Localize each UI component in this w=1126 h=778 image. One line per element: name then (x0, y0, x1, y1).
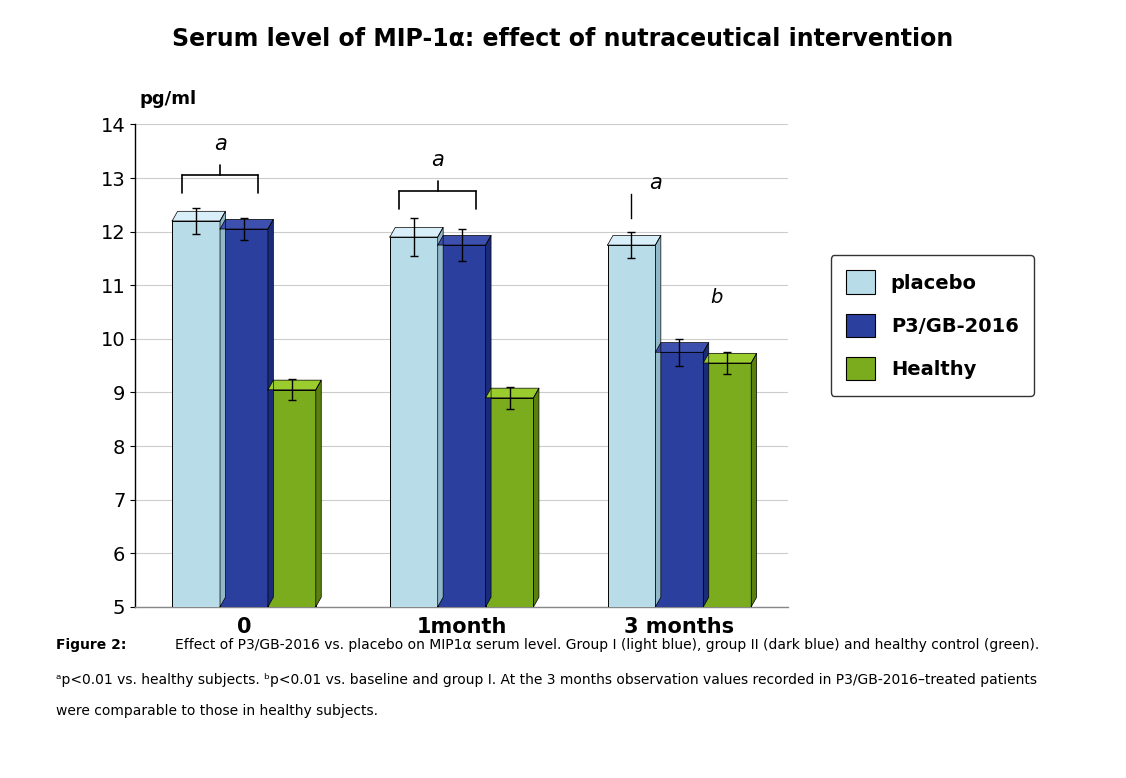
Text: pg/ml: pg/ml (140, 90, 197, 108)
Bar (172, 221, 220, 607)
Bar (485, 398, 534, 607)
Polygon shape (268, 219, 274, 607)
Polygon shape (438, 236, 491, 245)
Polygon shape (438, 227, 444, 607)
Bar (655, 352, 704, 607)
Polygon shape (220, 212, 225, 607)
Polygon shape (655, 236, 661, 607)
Bar (438, 245, 485, 607)
Text: ᵃp<0.01 vs. healthy subjects. ᵇp<0.01 vs. baseline and group I. At the 3 months : ᵃp<0.01 vs. healthy subjects. ᵇp<0.01 vs… (56, 673, 1037, 687)
Bar (268, 390, 315, 607)
Polygon shape (704, 342, 708, 607)
Polygon shape (220, 219, 274, 229)
Text: Effect of P3/GB-2016 vs. placebo on MIP1α serum level. Group I (light blue), gro: Effect of P3/GB-2016 vs. placebo on MIP1… (175, 638, 1039, 652)
Polygon shape (534, 388, 539, 607)
Text: Serum level of MIP-1α: effect of nutraceutical intervention: Serum level of MIP-1α: effect of nutrace… (172, 27, 954, 51)
Polygon shape (704, 353, 757, 363)
Polygon shape (608, 236, 661, 245)
Bar (390, 237, 438, 607)
Text: were comparable to those in healthy subjects.: were comparable to those in healthy subj… (56, 704, 378, 718)
Polygon shape (268, 380, 321, 390)
Legend: placebo, P3/GB-2016, Healthy: placebo, P3/GB-2016, Healthy (831, 254, 1035, 396)
Text: Figure 2:: Figure 2: (56, 638, 127, 652)
Polygon shape (485, 236, 491, 607)
Bar (608, 245, 655, 607)
Polygon shape (390, 227, 444, 237)
Polygon shape (655, 342, 708, 352)
Polygon shape (172, 212, 225, 221)
Bar (704, 363, 751, 607)
Polygon shape (485, 388, 539, 398)
Text: a: a (649, 173, 662, 193)
Polygon shape (315, 380, 321, 607)
Text: b: b (709, 288, 722, 307)
Text: a: a (214, 134, 226, 154)
Bar (220, 229, 268, 607)
Polygon shape (751, 353, 757, 607)
Text: a: a (431, 150, 444, 170)
